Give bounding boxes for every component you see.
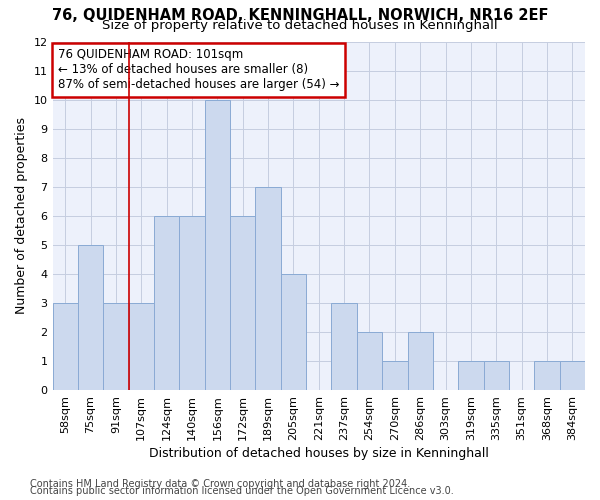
Bar [484, 361, 509, 390]
Text: Size of property relative to detached houses in Kenninghall: Size of property relative to detached ho… [102, 18, 498, 32]
Bar [78, 245, 103, 390]
Bar [128, 303, 154, 390]
Text: Contains public sector information licensed under the Open Government Licence v3: Contains public sector information licen… [30, 486, 454, 496]
Bar [230, 216, 256, 390]
Bar [331, 303, 357, 390]
Bar [407, 332, 433, 390]
X-axis label: Distribution of detached houses by size in Kenninghall: Distribution of detached houses by size … [149, 447, 489, 460]
Bar [154, 216, 179, 390]
Bar [256, 187, 281, 390]
Text: Contains HM Land Registry data © Crown copyright and database right 2024.: Contains HM Land Registry data © Crown c… [30, 479, 410, 489]
Text: 76 QUIDENHAM ROAD: 101sqm
← 13% of detached houses are smaller (8)
87% of semi-d: 76 QUIDENHAM ROAD: 101sqm ← 13% of detac… [58, 48, 340, 92]
Bar [560, 361, 585, 390]
Y-axis label: Number of detached properties: Number of detached properties [15, 118, 28, 314]
Bar [103, 303, 128, 390]
Bar [382, 361, 407, 390]
Text: 76, QUIDENHAM ROAD, KENNINGHALL, NORWICH, NR16 2EF: 76, QUIDENHAM ROAD, KENNINGHALL, NORWICH… [52, 8, 548, 22]
Bar [281, 274, 306, 390]
Bar [179, 216, 205, 390]
Bar [534, 361, 560, 390]
Bar [357, 332, 382, 390]
Bar [53, 303, 78, 390]
Bar [205, 100, 230, 390]
Bar [458, 361, 484, 390]
